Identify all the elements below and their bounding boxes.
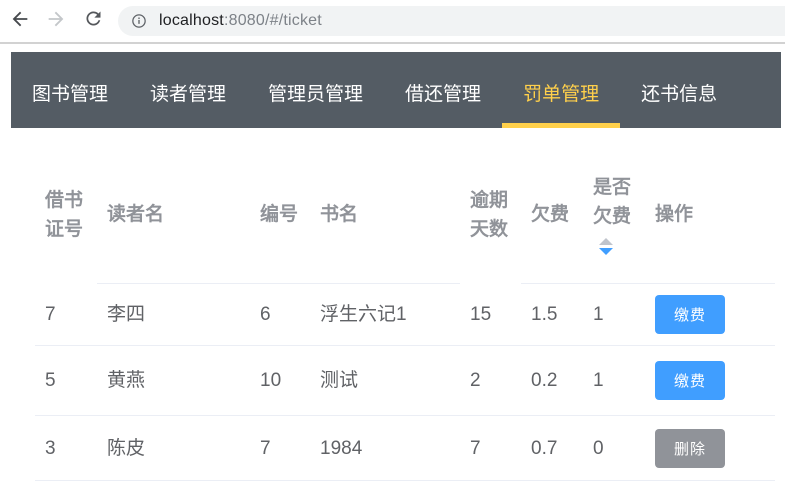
browser-forward-button[interactable] <box>44 9 68 33</box>
column-header-fee: 欠费 <box>521 145 583 284</box>
menu-item-admins[interactable]: 管理员管理 <box>268 84 364 105</box>
column-header-card-no: 借书证号 <box>45 189 84 240</box>
table-row: 7 李四 6 浮生六记1 15 1.5 1 缴费 <box>35 284 775 346</box>
main-menu: 图书管理 读者管理 管理员管理 借还管理 罚单管理 还书信息 <box>11 52 781 128</box>
column-header-overdue-days: 逾期天数 <box>470 189 509 240</box>
cell-book-id: 7 <box>260 437 271 459</box>
column-header-book-id: 编号 <box>250 145 310 284</box>
column-header-actions: 操作 <box>645 145 775 284</box>
column-header-book-title: 书名 <box>310 145 460 284</box>
cell-reader-name: 黄燕 <box>107 370 146 391</box>
menu-item-books[interactable]: 图书管理 <box>32 84 109 105</box>
address-bar[interactable]: localhost:8080/#/ticket <box>118 6 785 36</box>
cell-fee: 0.2 <box>531 370 558 391</box>
cell-card-no: 3 <box>45 437 56 459</box>
browser-toolbar: localhost:8080/#/ticket <box>0 0 785 44</box>
cell-book-id: 6 <box>260 304 271 325</box>
table-row: 3 陈皮 7 1984 7 0.7 0 删除 <box>35 416 775 481</box>
cell-reader-name: 陈皮 <box>107 437 146 459</box>
column-header-owes-fee[interactable]: 是否欠费 <box>583 145 645 284</box>
cell-owes-fee: 1 <box>593 370 604 391</box>
page-info-icon[interactable] <box>130 12 148 30</box>
menu-item-readers[interactable]: 读者管理 <box>150 84 227 105</box>
cell-fee: 1.5 <box>531 304 558 325</box>
back-arrow-icon <box>9 8 31 35</box>
sort-descending-icon[interactable] <box>599 248 613 255</box>
cell-book-title: 测试 <box>320 370 359 391</box>
cell-owes-fee: 1 <box>593 304 604 325</box>
cell-card-no: 7 <box>45 304 56 325</box>
url-path: :8080/#/ticket <box>223 12 322 29</box>
cell-card-no: 5 <box>45 370 56 391</box>
menu-item-tickets[interactable]: 罚单管理 <box>502 52 621 128</box>
cell-fee: 0.7 <box>531 437 558 459</box>
reload-icon <box>83 8 104 34</box>
cell-reader-name: 李四 <box>107 304 146 325</box>
cell-overdue-days: 2 <box>470 370 481 391</box>
cell-overdue-days: 7 <box>470 437 481 459</box>
cell-book-title: 浮生六记1 <box>320 304 407 325</box>
table-row: 5 黄燕 10 测试 2 0.2 1 缴费 <box>35 346 775 416</box>
browser-reload-button[interactable] <box>81 9 105 33</box>
menu-item-borrow-return[interactable]: 借还管理 <box>405 84 482 105</box>
url-text[interactable]: localhost:8080/#/ticket <box>159 12 322 30</box>
column-header-reader-name: 读者名 <box>97 145 250 284</box>
cell-owes-fee: 0 <box>593 437 604 459</box>
cell-book-title: 1984 <box>320 437 363 459</box>
menu-item-return-info[interactable]: 还书信息 <box>641 84 718 105</box>
pay-button[interactable]: 缴费 <box>655 361 726 400</box>
delete-button[interactable]: 删除 <box>655 428 726 468</box>
cell-book-id: 10 <box>260 370 282 391</box>
cell-overdue-days: 15 <box>470 304 492 325</box>
url-host: localhost <box>159 12 224 29</box>
table-header-row: 借书证号 读者名 编号 书名 逾期天数 欠费 是否欠费 操作 <box>35 145 775 284</box>
sort-ascending-icon[interactable] <box>599 238 613 245</box>
fines-table: 借书证号 读者名 编号 书名 逾期天数 欠费 是否欠费 操作 7 李四 6 浮生… <box>35 145 775 481</box>
forward-arrow-icon <box>45 8 67 35</box>
pay-button[interactable]: 缴费 <box>655 295 726 334</box>
browser-back-button[interactable] <box>8 9 32 33</box>
sort-carets[interactable] <box>593 238 619 255</box>
